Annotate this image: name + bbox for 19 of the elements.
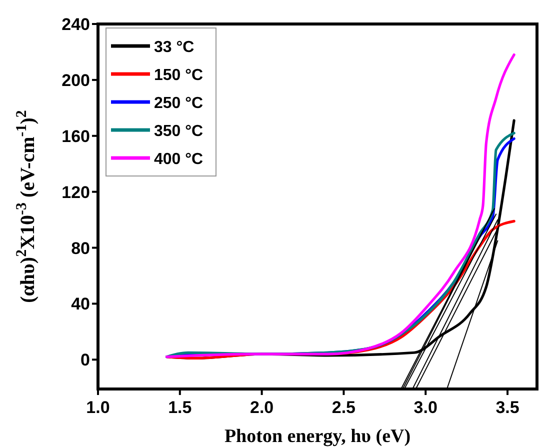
x-tick-label: 3.0 (414, 398, 438, 417)
y-tick-label: 200 (62, 70, 90, 90)
x-tick-label: 3.5 (496, 398, 520, 417)
x-tick-label: 1.0 (86, 398, 110, 417)
legend-label: 250 °C (154, 95, 204, 112)
y-tick-label: 80 (71, 238, 90, 258)
x-tick-label: 2.0 (250, 398, 274, 417)
x-tick-label: 1.5 (168, 398, 192, 417)
legend-label: 350 °C (154, 123, 204, 140)
y-tick-label: 120 (62, 182, 90, 202)
x-axis-title: Photon energy, hυ (eV) (224, 426, 411, 447)
y-tick-label: 40 (71, 294, 90, 314)
legend-label: 33 °C (154, 39, 195, 56)
legend-label: 150 °C (154, 67, 204, 84)
x-tick-label: 2.5 (332, 398, 356, 417)
legend-label: 400 °C (154, 151, 204, 168)
y-tick-label: 160 (62, 126, 90, 146)
y-tick-label: 0 (80, 350, 90, 370)
y-tick-label: 240 (62, 15, 90, 34)
